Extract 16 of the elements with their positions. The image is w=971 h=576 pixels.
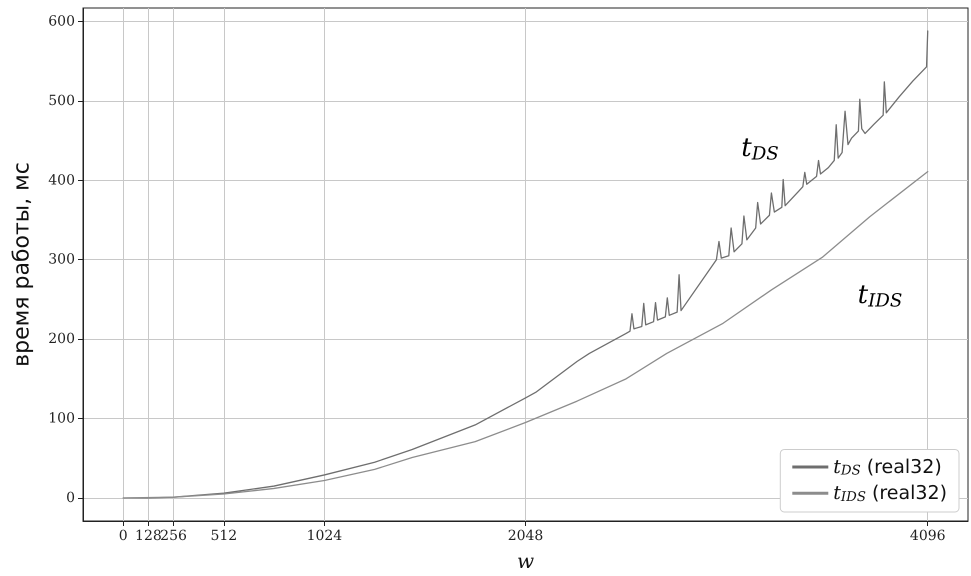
y-tick-label: 200 [48,331,75,348]
x-tick-label: 512 [210,528,238,544]
x-tick-label: 256 [160,528,187,544]
y-tick-label: 500 [48,92,75,109]
y-axis-title: время работы, мс [10,162,34,367]
x-tick-label: 2048 [508,528,544,544]
x-tick-label: 1024 [306,528,342,544]
y-tick-label: 300 [48,252,75,268]
y-tick-label: 400 [48,172,75,188]
x-axis-title: w [516,549,534,573]
x-tick-label: 4096 [910,528,946,544]
y-tick-label: 600 [48,14,75,30]
y-tick-label: 100 [48,410,75,427]
y-tick-label: 0 [66,490,75,506]
x-tick-label: 0 [118,528,128,544]
x-tick-label: 128 [135,528,162,544]
